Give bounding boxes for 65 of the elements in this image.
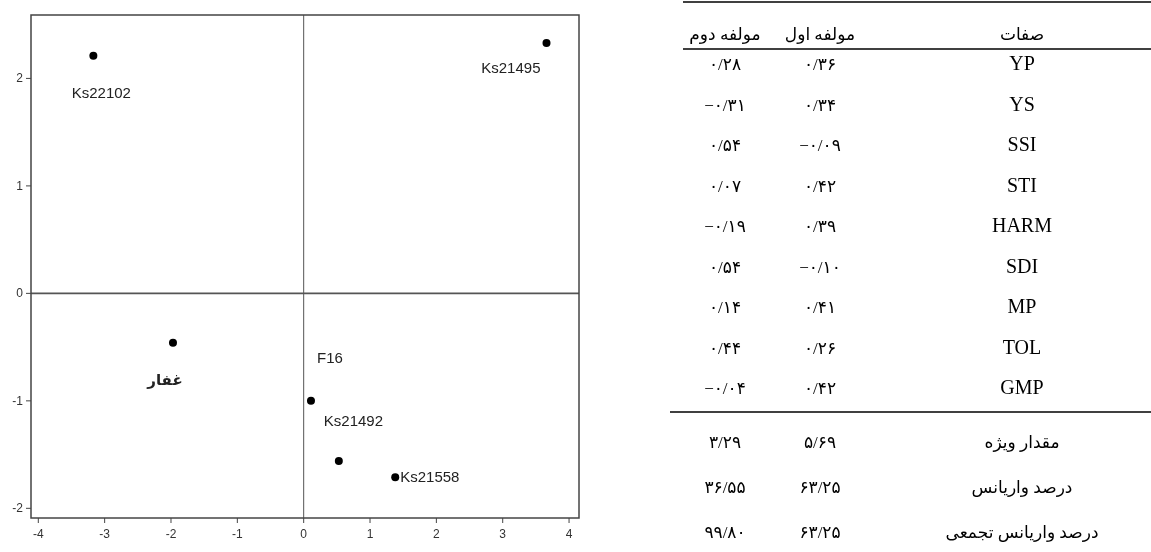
y-tick-label: -2 — [12, 501, 24, 516]
text: ۰/۴۴ — [708, 338, 742, 358]
text: ۰/۳۴ — [803, 95, 837, 115]
text: −۰/۳۱ — [704, 95, 746, 115]
text: −۰/۱۹ — [704, 217, 746, 236]
text: −۰/۰۹ — [799, 136, 841, 155]
text: YS — [1009, 92, 1035, 115]
point — [391, 473, 400, 482]
text: ۰/۰۷ — [708, 176, 742, 196]
text: ۰/۴۲ — [803, 176, 837, 196]
text: ۶۳/۲۵ — [799, 523, 841, 542]
x-tick-label: -4 — [32, 527, 44, 541]
annotation: غفار — [146, 370, 183, 389]
x-tick-label: 3 — [499, 527, 507, 541]
point — [89, 51, 98, 60]
text: صفات — [999, 25, 1045, 44]
text: ۳/۲۹ — [708, 433, 742, 452]
text: STI — [1007, 173, 1037, 196]
y-tick-label: 2 — [16, 71, 24, 86]
x-tick-label: -1 — [231, 527, 243, 541]
annotation: Ks22102 — [71, 83, 131, 101]
text: درصد واریانس تجمعی — [945, 523, 1099, 542]
text: −۰/۰۴ — [704, 379, 746, 398]
text: −۰/۱۰ — [799, 257, 841, 277]
text: TOL — [1002, 335, 1042, 358]
text: GMP — [1000, 376, 1044, 398]
x-tick-label: 0 — [300, 527, 308, 541]
text: درصد واریانس — [971, 478, 1073, 497]
point — [542, 38, 551, 47]
text: ۰/۴۲ — [803, 379, 837, 398]
text: ۰/۲۶ — [803, 338, 837, 358]
point — [168, 338, 177, 347]
x-tick-label: 2 — [433, 527, 441, 541]
x-tick-label: -3 — [99, 527, 111, 541]
text: ۰/۵۴ — [708, 136, 742, 155]
annotation: F16 — [316, 348, 343, 366]
text: MP — [1007, 295, 1037, 317]
text: SDI — [1005, 254, 1039, 277]
point — [334, 457, 343, 466]
text: ۰/۴۱ — [803, 298, 837, 317]
text: مقدار ویژه — [984, 433, 1060, 452]
y-tick-label: -1 — [12, 393, 24, 408]
text: ۰/۱۴ — [708, 298, 742, 317]
text: ۰/۵۴ — [708, 257, 742, 277]
annotation: Ks21495 — [481, 58, 541, 76]
text: ۳۶/۵۵ — [704, 478, 746, 497]
text: ۰/۲۸ — [708, 55, 742, 74]
y-tick-label: 0 — [16, 286, 24, 301]
text: SSI — [1007, 133, 1037, 155]
text: ۹۹/۸۰ — [704, 523, 746, 542]
y-tick-label: 1 — [16, 178, 24, 193]
x-tick-label: 1 — [366, 527, 374, 541]
text: مولفه دوم — [689, 25, 761, 44]
point — [306, 396, 315, 405]
x-tick-label: -2 — [165, 527, 177, 541]
text: ۰/۳۹ — [803, 217, 837, 236]
text: ۰/۳۶ — [803, 55, 837, 74]
x-tick-label: 4 — [565, 527, 573, 541]
text: ۵/۶۹ — [803, 433, 837, 452]
text: YP — [1009, 52, 1035, 74]
text: مولفه اول — [784, 25, 856, 44]
text: ۶۳/۲۵ — [799, 478, 841, 497]
annotation: Ks21558 — [400, 468, 460, 486]
text: HARM — [991, 214, 1053, 236]
annotation: Ks21492 — [323, 412, 384, 430]
